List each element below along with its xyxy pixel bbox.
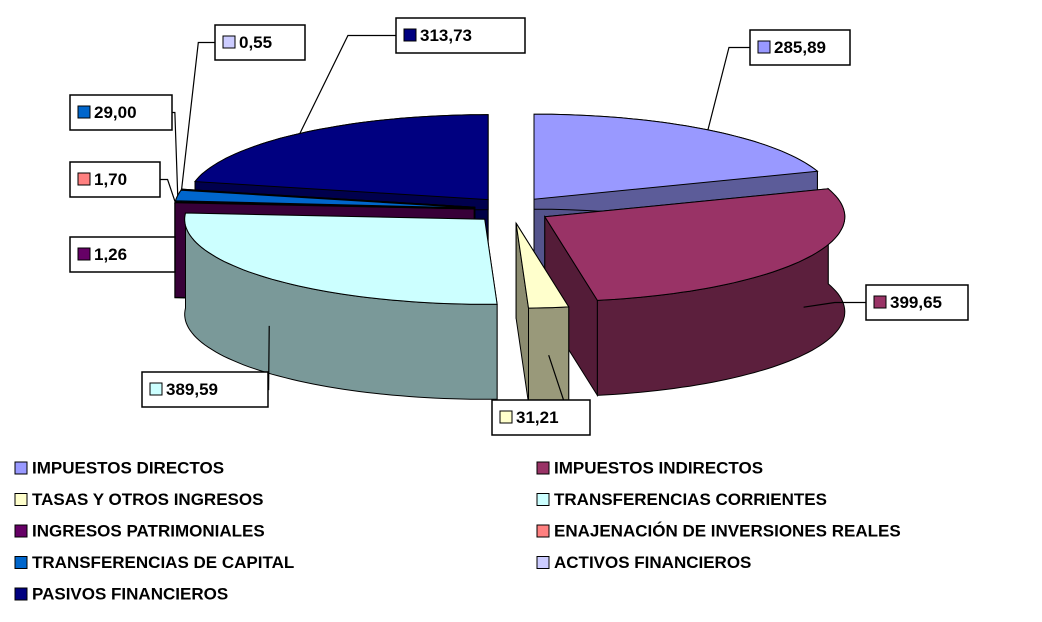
slice xyxy=(180,188,475,208)
legend-swatch xyxy=(536,524,550,538)
legend-swatch xyxy=(536,493,550,506)
label-swatch xyxy=(77,247,91,261)
label-swatch xyxy=(149,382,163,396)
legend-swatch xyxy=(536,461,550,475)
leader-line xyxy=(299,34,396,134)
data-label: 0,55 xyxy=(239,33,272,52)
data-label: 29,00 xyxy=(94,103,137,122)
legend-swatch xyxy=(536,556,550,569)
leader-line xyxy=(181,41,215,190)
slice-side xyxy=(528,306,570,404)
label-swatch xyxy=(222,35,236,49)
legend-swatch xyxy=(14,556,28,569)
label-swatch xyxy=(873,295,887,309)
slice xyxy=(184,212,498,305)
label-swatch xyxy=(499,410,513,424)
legend-label: TRANSFERENCIAS CORRIENTES xyxy=(554,490,827,509)
slice xyxy=(193,114,489,201)
leader-line xyxy=(172,111,179,196)
label-swatch xyxy=(77,172,91,186)
leader-line xyxy=(160,178,176,203)
legend-swatch xyxy=(14,461,28,475)
leader-line xyxy=(803,301,866,308)
slice xyxy=(533,113,819,200)
legend-swatch xyxy=(14,493,28,506)
data-label: 31,21 xyxy=(516,408,559,427)
legend-label: ACTIVOS FINANCIEROS xyxy=(554,553,751,572)
legend-label: TASAS Y OTROS INGRESOS xyxy=(32,490,263,509)
data-label: 399,65 xyxy=(890,293,942,312)
leader-line xyxy=(707,46,750,131)
data-label: 389,59 xyxy=(166,380,218,399)
legend-label: IMPUESTOS DIRECTOS xyxy=(32,458,224,477)
legend-label: IMPUESTOS INDIRECTOS xyxy=(554,458,763,477)
data-label: 313,73 xyxy=(420,26,472,45)
legend-label: ENAJENACIÓN DE INVERSIONES REALES xyxy=(554,521,901,540)
slice xyxy=(515,222,570,309)
data-label: 1,26 xyxy=(94,245,127,264)
label-box xyxy=(141,371,269,408)
slice xyxy=(543,188,846,301)
legend-swatch xyxy=(14,524,28,538)
label-box xyxy=(395,17,526,54)
legend-swatch xyxy=(14,587,28,601)
data-label: 1,70 xyxy=(94,170,127,189)
label-box xyxy=(749,29,851,66)
legend-label: TRANSFERENCIAS DE CAPITAL xyxy=(32,553,294,572)
data-label: 285,89 xyxy=(774,38,826,57)
legend-label: INGRESOS PATRIMONIALES xyxy=(32,521,265,540)
slice xyxy=(174,189,475,209)
label-swatch xyxy=(77,105,91,119)
label-swatch xyxy=(403,28,417,42)
label-swatch xyxy=(757,40,771,54)
legend-label: PASIVOS FINANCIEROS xyxy=(32,584,228,603)
